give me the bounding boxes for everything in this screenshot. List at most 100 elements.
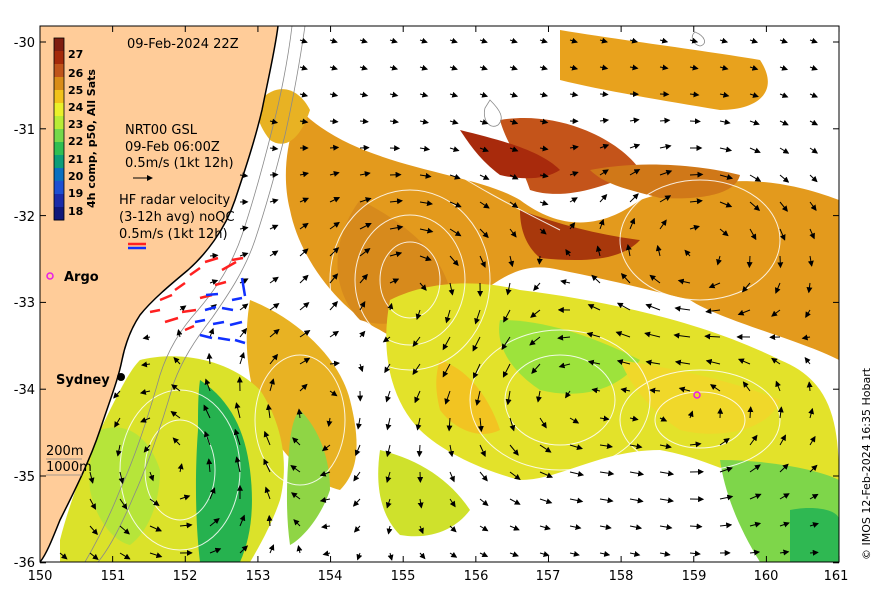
current-arrow: [719, 119, 731, 125]
current-arrow: [599, 470, 615, 477]
current-arrow: [659, 470, 675, 477]
current-arrow: [479, 255, 486, 268]
current-arrow: [269, 224, 279, 231]
current-arrow: [645, 303, 661, 311]
current-arrow: [509, 37, 518, 44]
current-arrow: [719, 64, 729, 71]
current-arrow: [239, 545, 249, 554]
current-arrow: [89, 552, 99, 561]
current-arrow: [779, 228, 786, 241]
current-arrow: [176, 329, 183, 338]
depth-200-label: 200m: [46, 444, 83, 459]
depth-contour-legend: 200m 1000m: [46, 444, 92, 476]
current-arrow: [509, 201, 519, 209]
land-mass: [40, 26, 278, 562]
current-arrow: [749, 92, 759, 98]
current-arrow: [446, 417, 453, 432]
current-arrow: [716, 255, 722, 266]
current-arrow: [629, 117, 640, 124]
current-arrow: [385, 444, 392, 458]
current-arrow: [747, 406, 754, 419]
argo-legend-label: Argo: [64, 270, 99, 285]
current-arrow: [299, 383, 308, 392]
current-arrow: [689, 91, 700, 98]
current-arrow: [599, 169, 609, 176]
current-arrow: [659, 416, 668, 422]
current-arrow: [629, 497, 644, 504]
colorbar-tick: 26: [68, 67, 84, 80]
current-arrow: [809, 37, 818, 44]
colorbar-tick: 23: [68, 118, 83, 131]
current-arrow: [479, 37, 488, 44]
current-arrow: [659, 550, 671, 557]
current-arrow: [629, 443, 643, 450]
current-arrow: [741, 282, 751, 293]
current-arrow: [560, 279, 571, 286]
current-arrow: [449, 551, 458, 558]
current-arrow: [779, 521, 790, 528]
colorbar-swatch: [54, 142, 64, 156]
current-arrow: [616, 359, 631, 365]
current-arrow: [171, 384, 181, 392]
current-arrow: [239, 514, 246, 527]
current-arrow: [479, 174, 490, 180]
current-arrow: [209, 517, 220, 527]
current-arrow: [539, 498, 553, 505]
current-arrow: [206, 352, 213, 365]
current-arrow: [689, 118, 701, 125]
current-arrow: [179, 305, 187, 312]
bathymetry-contours: [84, 26, 705, 562]
current-arrow: [385, 390, 391, 403]
geostrophic-streamlines: [119, 39, 781, 551]
current-arrow: [239, 351, 245, 365]
current-arrow: [565, 390, 571, 399]
current-arrow: [119, 552, 131, 560]
current-arrow: [442, 336, 451, 351]
current-arrow: [629, 193, 639, 203]
current-arrow: [809, 119, 819, 126]
current-arrow: [329, 360, 340, 367]
current-arrow: [321, 523, 331, 530]
current-arrow: [505, 390, 512, 406]
current-arrow: [419, 145, 431, 152]
current-arrow: [449, 37, 458, 44]
current-arrow: [539, 118, 549, 125]
current-arrow: [448, 444, 455, 458]
current-arrow: [705, 358, 721, 365]
current-arrow: [299, 222, 309, 230]
current-arrow: [805, 309, 811, 318]
y-axis-ticks: [40, 41, 839, 564]
current-arrow: [449, 201, 462, 208]
current-arrow: [529, 336, 541, 346]
colorbar-tick: 22: [68, 135, 83, 148]
current-arrow: [352, 498, 361, 507]
current-arrow: [449, 525, 457, 533]
current-arrow: [719, 91, 730, 98]
current-arrow: [659, 195, 672, 203]
current-arrow: [386, 525, 393, 535]
current-arrow: [359, 118, 369, 125]
colorbar-swatch: [54, 155, 64, 169]
current-arrow: [353, 471, 361, 482]
current-arrow: [599, 497, 614, 504]
current-arrow: [569, 64, 579, 71]
current-arrow: [209, 487, 216, 500]
hf-radar-legend: HF radar velocity (3-12h avg) noQC 0.5m/…: [119, 193, 235, 250]
current-arrow: [296, 545, 303, 554]
current-arrow: [539, 200, 549, 206]
current-arrow: [719, 466, 733, 473]
current-arrow: [292, 437, 301, 446]
current-arrow: [269, 328, 280, 338]
current-arrow: [539, 417, 547, 429]
current-arrow: [616, 302, 631, 311]
colorbar-swatch: [54, 103, 64, 117]
current-arrow: [299, 171, 309, 178]
current-arrow: [659, 497, 674, 504]
current-arrow: [749, 464, 761, 473]
current-arrow: [209, 279, 219, 285]
current-arrow: [779, 65, 789, 71]
current-arrow: [629, 551, 641, 557]
current-arrow: [501, 336, 511, 351]
current-arrow: [659, 524, 673, 531]
y-tick-label: -30: [14, 36, 35, 51]
